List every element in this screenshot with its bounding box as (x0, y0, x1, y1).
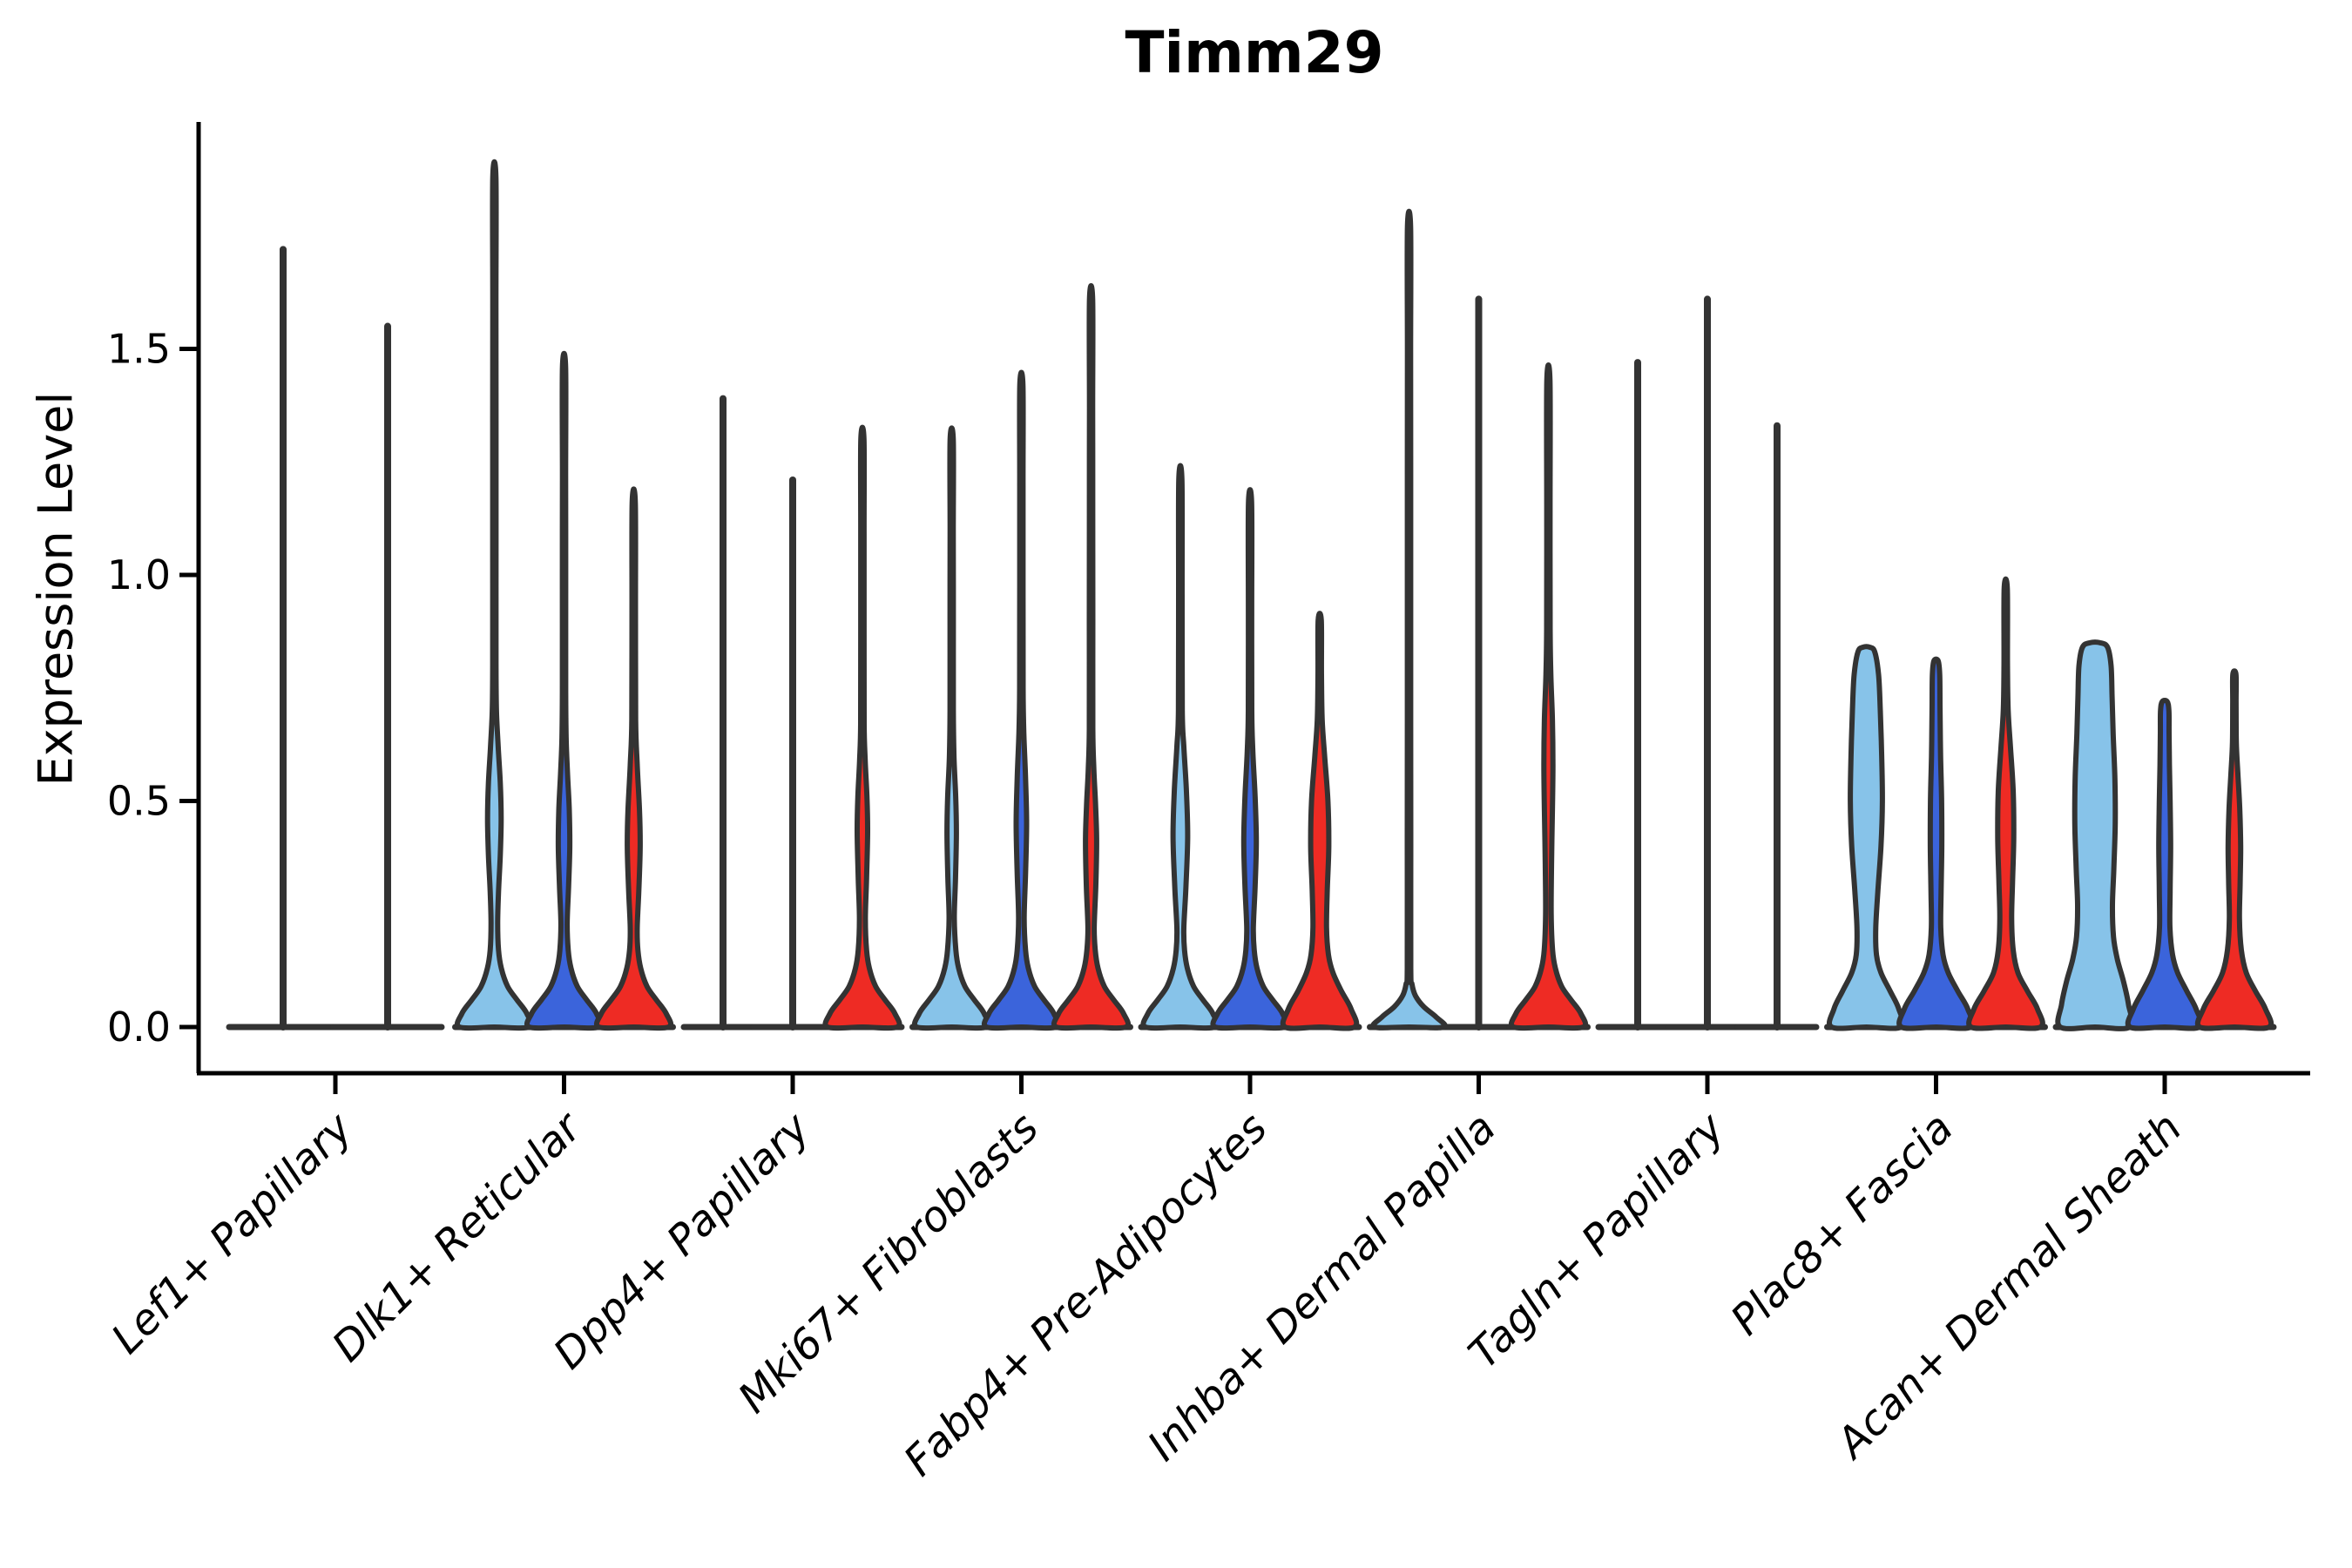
violin-body (524, 350, 605, 1031)
violin-body (1280, 611, 1360, 1031)
violin-body (593, 486, 674, 1031)
violin-body (1896, 656, 1976, 1031)
x-tick-label: Dpp4+ Papillary (544, 1103, 820, 1378)
y-tick-label: 0.5 (107, 778, 171, 825)
x-tick-label: Fabp4+ Pre-Adipocytes (895, 1104, 1277, 1486)
violin-body (822, 424, 902, 1031)
y-tick-label: 0.0 (107, 1004, 171, 1051)
chart-title: Timm29 (1125, 19, 1384, 86)
violin-body (1370, 208, 1448, 1031)
violin-body (1508, 362, 1589, 1031)
violin-body (2055, 639, 2135, 1031)
violin-body (454, 159, 535, 1031)
violin-body (981, 369, 1062, 1031)
violin-body (2125, 698, 2205, 1031)
x-tick-label: Tagln+ Papillary (1459, 1103, 1734, 1378)
x-tick-label: Lef1+ Papillary (102, 1103, 362, 1363)
violin-body (1210, 487, 1290, 1031)
y-tick-label: 1.0 (107, 551, 171, 598)
violin-body (2194, 668, 2274, 1031)
x-tick-label: Dlk1+ Reticular (323, 1102, 593, 1372)
violin-body (911, 425, 992, 1031)
x-tick-label: Plac8+ Fascia (1721, 1104, 1963, 1345)
violin-body (1051, 283, 1132, 1031)
y-tick-label: 1.5 (107, 326, 171, 373)
violin-body (1966, 576, 2045, 1031)
violin-body (1827, 644, 1906, 1031)
violin-body (1140, 463, 1220, 1031)
